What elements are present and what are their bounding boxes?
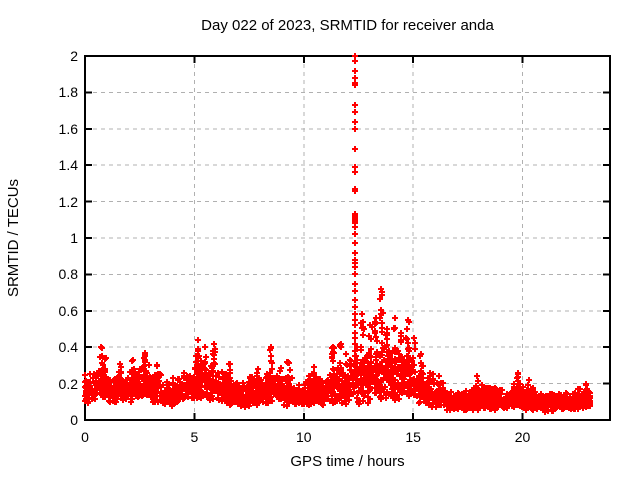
y-tick-label: 2 bbox=[70, 48, 78, 64]
y-tick-label: 1.8 bbox=[58, 84, 78, 101]
y-tick-label: 1.2 bbox=[58, 193, 78, 210]
x-tick-label: 5 bbox=[190, 429, 199, 445]
x-tick-label: 15 bbox=[405, 429, 421, 445]
x-axis-label: GPS time / hours bbox=[290, 453, 405, 470]
plot-border bbox=[84, 55, 611, 421]
y-tick-label: 0 bbox=[70, 412, 78, 428]
y-tick-label: 0.8 bbox=[58, 266, 78, 283]
x-tick-label: 20 bbox=[514, 429, 531, 445]
y-tick-label: 1.4 bbox=[58, 157, 78, 174]
chart-title: Day 022 of 2023, SRMTID for receiver and… bbox=[201, 17, 494, 34]
scatter-points bbox=[82, 53, 593, 415]
y-tick-label: 1.6 bbox=[58, 120, 78, 137]
y-tick-label: 0.6 bbox=[58, 302, 78, 319]
x-tick-label: 0 bbox=[81, 429, 89, 445]
x-tick-label: 10 bbox=[295, 429, 312, 445]
y-tick-label: 0.4 bbox=[58, 339, 78, 356]
y-tick-label: 0.2 bbox=[58, 375, 78, 392]
y-tick-label: 1 bbox=[70, 230, 78, 246]
